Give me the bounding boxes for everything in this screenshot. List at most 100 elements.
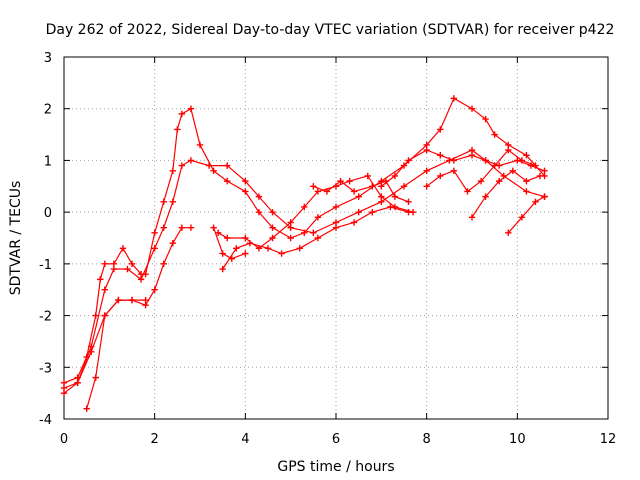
- y-tick-label: -3: [39, 361, 52, 376]
- data-point: [137, 276, 145, 283]
- data-point: [405, 157, 412, 164]
- data-point: [355, 208, 362, 216]
- data-point: [364, 172, 371, 180]
- data-point: [242, 234, 249, 242]
- data-point: [287, 219, 294, 226]
- data-point: [160, 198, 167, 205]
- data-point: [464, 188, 471, 195]
- data-point: [224, 234, 231, 242]
- data-point: [242, 188, 249, 195]
- series-line: [63, 227, 191, 394]
- data-point: [400, 183, 408, 190]
- data-point: [151, 286, 158, 293]
- data-point: [287, 234, 294, 242]
- data-point: [505, 229, 512, 237]
- data-point: [101, 260, 108, 268]
- series-track-4: [83, 296, 149, 412]
- data-point: [119, 245, 127, 252]
- series-track-5: [219, 203, 412, 273]
- data-point: [468, 105, 476, 112]
- data-point: [491, 162, 498, 169]
- data-point: [332, 224, 340, 231]
- data-point: [505, 146, 512, 154]
- data-point: [532, 162, 539, 169]
- data-point: [518, 214, 526, 221]
- series-line: [380, 149, 545, 187]
- data-point: [296, 245, 303, 252]
- data-point: [169, 239, 176, 247]
- data-point: [255, 245, 263, 252]
- data-point: [88, 348, 95, 355]
- x-tick-label: 12: [600, 432, 617, 447]
- data-point: [314, 234, 322, 242]
- data-point: [491, 131, 498, 138]
- x-axis: 0 2 4 6 8 10 12: [60, 57, 616, 447]
- x-tick-label: 2: [151, 432, 159, 447]
- data-point: [110, 265, 118, 273]
- data-point: [378, 193, 385, 200]
- data-point: [346, 177, 353, 185]
- y-tick-label: 0: [44, 206, 52, 221]
- series-track-10: [468, 167, 544, 221]
- data-point: [269, 224, 276, 231]
- data-point: [332, 203, 340, 211]
- data-point: [74, 379, 81, 386]
- data-point: [369, 208, 376, 216]
- data-point: [101, 312, 108, 319]
- y-tick-label: 2: [44, 103, 52, 118]
- data-point: [187, 157, 195, 164]
- data-point: [523, 152, 530, 159]
- x-tick-label: 4: [241, 432, 249, 447]
- data-point: [509, 167, 516, 174]
- data-point: [496, 177, 503, 185]
- data-point: [128, 296, 136, 304]
- data-point: [314, 188, 322, 195]
- data-point: [314, 214, 322, 221]
- data-point: [536, 172, 544, 180]
- data-point: [128, 260, 136, 268]
- data-point: [151, 229, 158, 237]
- data-point: [219, 250, 226, 257]
- data-point: [532, 198, 539, 205]
- data-point: [101, 286, 108, 293]
- series-track-2: [60, 146, 548, 392]
- series-track-12: [210, 224, 249, 262]
- data-point: [310, 229, 317, 237]
- data-point: [350, 219, 358, 226]
- data-point: [233, 245, 240, 252]
- data-point: [310, 183, 317, 190]
- data-point: [337, 177, 344, 185]
- data-point: [541, 193, 548, 200]
- data-point: [523, 188, 530, 195]
- y-tick-label: -2: [39, 310, 52, 325]
- grid: [64, 57, 608, 419]
- data-point: [269, 234, 276, 242]
- series-line: [507, 196, 545, 234]
- data-point: [92, 374, 99, 381]
- data-point: [391, 193, 399, 200]
- data-point: [219, 265, 226, 273]
- data-point: [482, 157, 489, 164]
- data-point: [523, 177, 530, 185]
- data-point: [437, 152, 444, 159]
- x-axis-label: GPS time / hours: [277, 459, 394, 475]
- data-point: [205, 162, 213, 169]
- x-tick-label: 10: [509, 432, 526, 447]
- data-point: [323, 188, 331, 195]
- data-point: [355, 193, 362, 200]
- data-point: [391, 203, 399, 211]
- data-point: [92, 312, 99, 319]
- data-point: [169, 198, 176, 205]
- data-point: [178, 110, 186, 118]
- data-point: [482, 115, 489, 123]
- data-point: [369, 183, 376, 190]
- data-point: [97, 276, 104, 283]
- data-point: [224, 177, 231, 185]
- data-point: [437, 172, 444, 180]
- data-point: [482, 193, 489, 200]
- data-point: [468, 152, 476, 159]
- data-point: [196, 141, 204, 149]
- data-point: [477, 177, 485, 185]
- data-point: [83, 405, 90, 412]
- series-line: [213, 227, 246, 260]
